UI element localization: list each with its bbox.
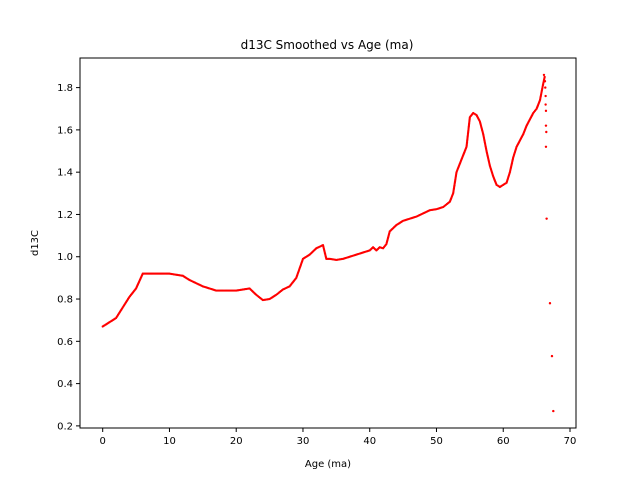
data-point — [543, 75, 546, 79]
data-point — [545, 217, 548, 220]
data-point — [544, 103, 547, 106]
data-points — [101, 73, 555, 413]
data-point — [550, 354, 554, 358]
y-tick-label: 0.8 — [57, 295, 73, 306]
chart-title: d13C Smoothed vs Age (ma) — [241, 38, 414, 52]
data-point — [542, 73, 546, 77]
data-point — [544, 109, 548, 113]
x-tick-label: 70 — [564, 436, 577, 447]
data-point — [544, 86, 547, 89]
data-point — [548, 302, 552, 305]
x-tick-label: 60 — [497, 436, 510, 447]
y-tick-label: 1.0 — [57, 252, 73, 263]
data-point — [545, 130, 548, 134]
data-point — [544, 94, 547, 98]
x-tick-label: 50 — [430, 436, 443, 447]
y-tick-label: 1.8 — [57, 83, 73, 94]
x-axis-ticks: 0 10 20 30 40 50 60 70 — [100, 428, 577, 447]
plot-area-frame — [79, 57, 577, 429]
data-point — [552, 409, 555, 413]
y-axis-ticks: 0.2 0.4 0.6 0.8 1.0 1.2 1.4 1.6 1.8 — [57, 83, 80, 432]
x-tick-label: 40 — [363, 436, 376, 447]
x-tick-label: 20 — [230, 436, 243, 447]
x-tick-label: 30 — [297, 436, 310, 447]
y-tick-label: 1.6 — [57, 125, 73, 136]
y-tick-label: 0.4 — [57, 379, 73, 390]
y-tick-label: 0.2 — [57, 421, 73, 432]
data-point — [544, 124, 548, 127]
x-axis-title: Age (ma) — [305, 459, 351, 470]
data-point — [544, 145, 548, 148]
x-tick-label: 0 — [100, 436, 106, 447]
y-tick-label: 0.6 — [57, 337, 73, 348]
data-point — [543, 80, 547, 83]
x-tick-label: 10 — [163, 436, 176, 447]
y-tick-label: 1.2 — [57, 210, 73, 221]
y-tick-label: 1.4 — [57, 168, 73, 179]
y-axis-title: d13C — [30, 230, 41, 256]
